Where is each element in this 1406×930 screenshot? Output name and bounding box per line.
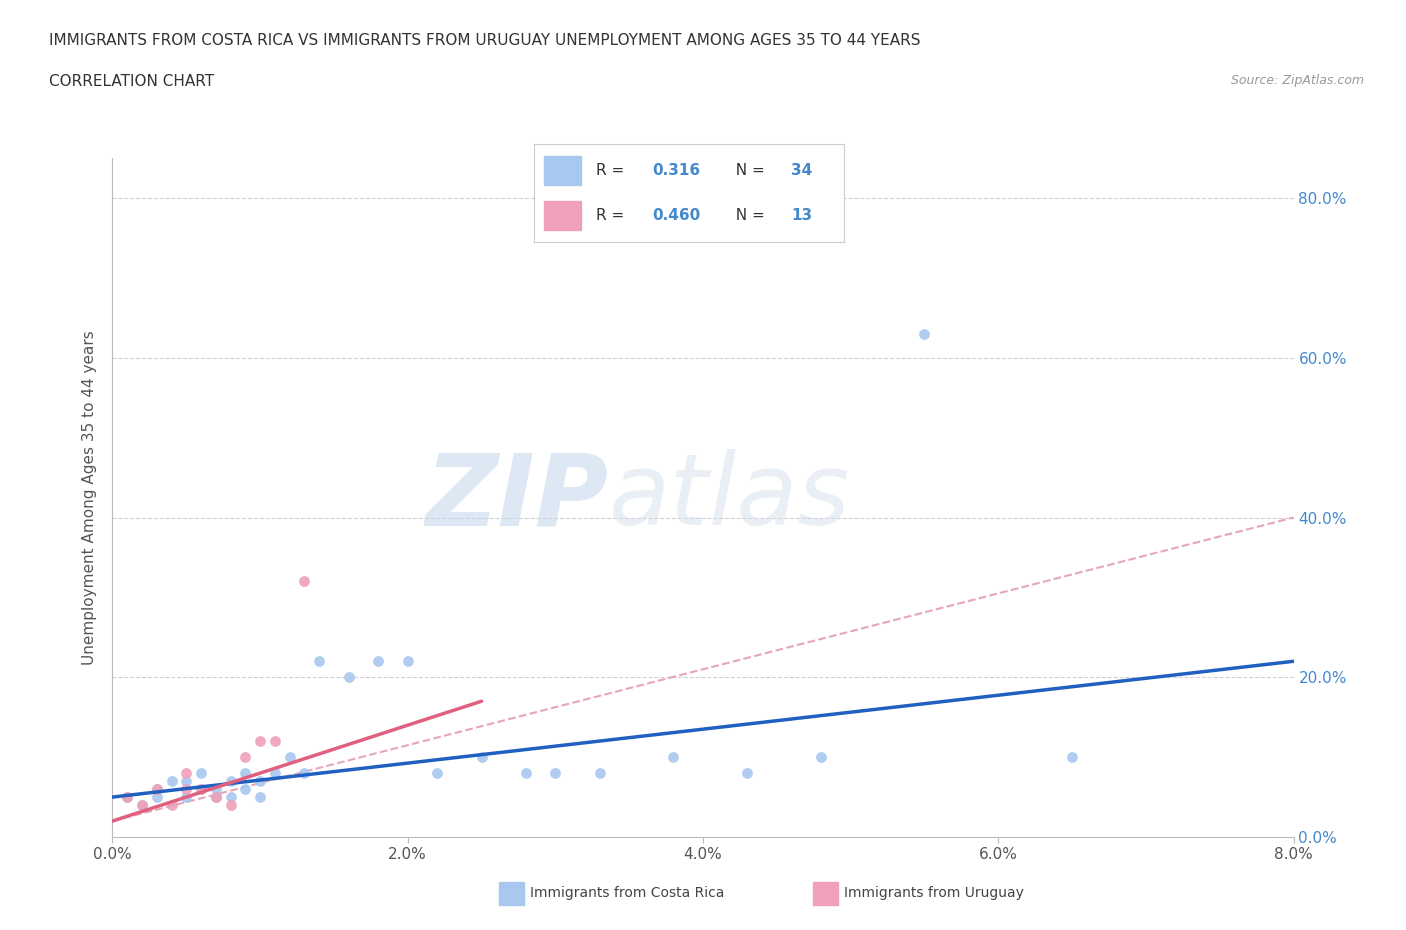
Point (160, 774, 183, 789)
Text: CORRELATION CHART: CORRELATION CHART (49, 74, 214, 89)
Text: Source: ZipAtlas.com: Source: ZipAtlas.com (1230, 74, 1364, 87)
Point (174, 765, 197, 780)
Point (146, 781, 169, 796)
Point (292, 765, 315, 780)
Point (264, 734, 287, 749)
Text: Immigrants from Uruguay: Immigrants from Uruguay (844, 885, 1024, 900)
Y-axis label: Unemployment Among Ages 35 to 44 years: Unemployment Among Ages 35 to 44 years (82, 330, 97, 665)
Point (737, 765, 759, 780)
Point (174, 781, 197, 796)
Point (117, 790, 138, 804)
Point (662, 750, 685, 764)
Point (190, 781, 212, 796)
Point (914, 326, 936, 341)
Point (588, 765, 610, 780)
Text: 0.460: 0.460 (652, 208, 700, 223)
Text: Immigrants from Costa Rica: Immigrants from Costa Rica (530, 885, 724, 900)
Point (544, 765, 567, 780)
Point (1062, 750, 1084, 764)
Point (308, 654, 330, 669)
Point (160, 798, 183, 813)
Point (471, 750, 494, 764)
Text: N =: N = (725, 208, 769, 223)
Point (117, 790, 138, 804)
Point (205, 781, 228, 796)
Point (219, 790, 242, 804)
Point (205, 790, 228, 804)
Point (205, 790, 228, 804)
Point (233, 750, 256, 764)
Point (131, 798, 153, 813)
Point (146, 781, 169, 796)
Point (278, 750, 301, 764)
Point (146, 790, 169, 804)
Point (264, 765, 287, 780)
Point (190, 765, 212, 780)
Point (249, 734, 271, 749)
Point (292, 574, 315, 589)
Point (174, 790, 197, 804)
Point (233, 781, 256, 796)
Text: R =: R = (596, 208, 630, 223)
Point (219, 774, 242, 789)
Point (219, 798, 242, 813)
Point (367, 654, 389, 669)
Point (174, 774, 197, 789)
Point (249, 774, 271, 789)
Text: R =: R = (596, 163, 630, 178)
Point (337, 670, 360, 684)
Point (131, 798, 153, 813)
Point (249, 790, 271, 804)
Bar (544, 201, 581, 230)
Text: N =: N = (725, 163, 769, 178)
Point (233, 765, 256, 780)
Text: ZIP: ZIP (426, 449, 609, 546)
Point (396, 654, 419, 669)
Text: 34: 34 (792, 163, 813, 178)
Bar (544, 156, 581, 185)
Point (515, 765, 537, 780)
Text: 0.316: 0.316 (652, 163, 700, 178)
Text: 13: 13 (792, 208, 813, 223)
Text: IMMIGRANTS FROM COSTA RICA VS IMMIGRANTS FROM URUGUAY UNEMPLOYMENT AMONG AGES 35: IMMIGRANTS FROM COSTA RICA VS IMMIGRANTS… (49, 33, 921, 47)
Point (190, 781, 212, 796)
Text: atlas: atlas (609, 449, 851, 546)
Point (426, 765, 449, 780)
Point (810, 750, 832, 764)
